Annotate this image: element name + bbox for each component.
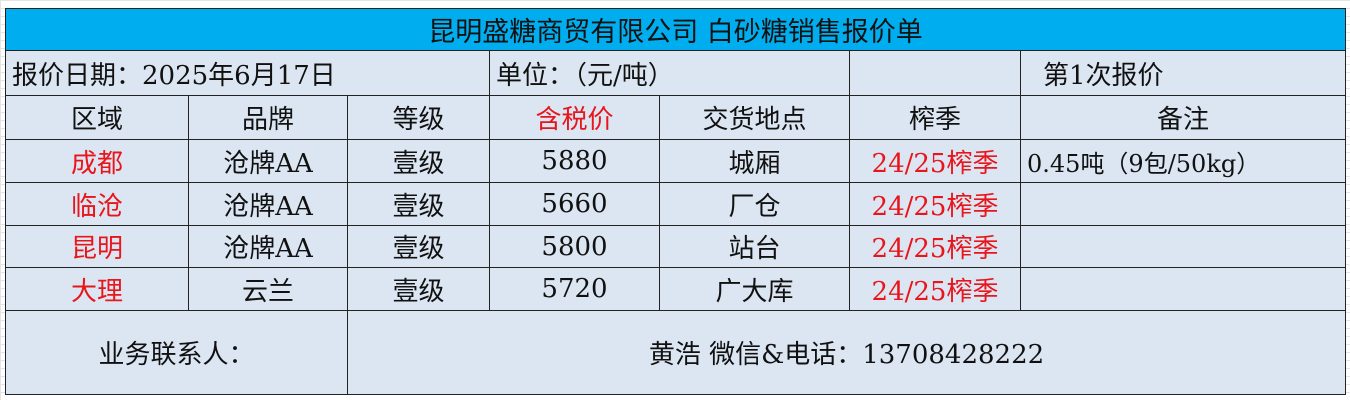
brand-cell[interactable]: 沧牌AA: [188, 139, 348, 183]
region-cell[interactable]: 大理: [5, 267, 189, 311]
unit[interactable]: 单位：（元/吨）: [489, 50, 850, 96]
grade-cell[interactable]: 壹级: [347, 139, 490, 183]
location-cell[interactable]: 站台: [659, 225, 850, 268]
quote-date[interactable]: 报价日期：2025年6月17日: [5, 50, 490, 96]
season-cell[interactable]: 24/25榨季: [849, 225, 1021, 268]
header-row: 区域 品牌 等级 含税价 交货地点 榨季 备注: [5, 95, 1347, 140]
note-cell[interactable]: [1019, 267, 1347, 311]
price-cell[interactable]: 5720: [489, 267, 660, 311]
price-cell[interactable]: 5800: [489, 225, 660, 268]
table-row: 临沧 沧牌AA 壹级 5660 厂仓 24/25榨季: [5, 182, 1347, 226]
price-cell[interactable]: 5880: [489, 139, 660, 183]
price-cell[interactable]: 5660: [489, 182, 660, 226]
quote-round[interactable]: 第1次报价: [1019, 50, 1347, 96]
region-cell[interactable]: 成都: [5, 139, 189, 183]
sheet-title[interactable]: 昆明盛糖商贸有限公司 白砂糖销售报价单: [4, 8, 1347, 51]
season-cell[interactable]: 24/25榨季: [849, 267, 1021, 311]
region-cell[interactable]: 临沧: [5, 182, 189, 226]
brand-cell[interactable]: 沧牌AA: [188, 225, 348, 268]
contact-label[interactable]: 业务联系人：: [5, 310, 348, 395]
header-season[interactable]: 榨季: [849, 95, 1021, 140]
table-row: 成都 沧牌AA 壹级 5880 城厢 24/25榨季 0.45吨（9包/50kg…: [5, 139, 1347, 183]
location-cell[interactable]: 厂仓: [659, 182, 850, 226]
header-note[interactable]: 备注: [1019, 95, 1347, 140]
grade-cell[interactable]: 壹级: [347, 182, 490, 226]
blank-cell[interactable]: [849, 50, 1021, 96]
region-cell[interactable]: 昆明: [5, 225, 189, 268]
header-region[interactable]: 区域: [5, 95, 189, 140]
note-cell[interactable]: 0.45吨（9包/50kg）: [1019, 139, 1347, 183]
grade-cell[interactable]: 壹级: [347, 225, 490, 268]
note-cell[interactable]: [1019, 225, 1347, 268]
price-quote-sheet: 昆明盛糖商贸有限公司 白砂糖销售报价单 报价日期：2025年6月17日 单位：（…: [4, 8, 1347, 395]
location-cell[interactable]: 城厢: [659, 139, 850, 183]
table-row: 昆明 沧牌AA 壹级 5800 站台 24/25榨季: [5, 225, 1347, 268]
grade-cell[interactable]: 壹级: [347, 267, 490, 311]
season-cell[interactable]: 24/25榨季: [849, 182, 1021, 226]
table-row: 大理 云兰 壹级 5720 广大库 24/25榨季: [5, 267, 1347, 311]
brand-cell[interactable]: 云兰: [188, 267, 348, 311]
header-brand[interactable]: 品牌: [188, 95, 348, 140]
header-price[interactable]: 含税价: [489, 95, 660, 140]
contact-value[interactable]: 黄浩 微信&电话：13708428222: [346, 310, 1347, 395]
location-cell[interactable]: 广大库: [659, 267, 850, 311]
brand-cell[interactable]: 沧牌AA: [188, 182, 348, 226]
header-grade[interactable]: 等级: [347, 95, 490, 140]
season-cell[interactable]: 24/25榨季: [849, 139, 1021, 183]
header-location[interactable]: 交货地点: [659, 95, 850, 140]
note-cell[interactable]: [1019, 182, 1347, 226]
